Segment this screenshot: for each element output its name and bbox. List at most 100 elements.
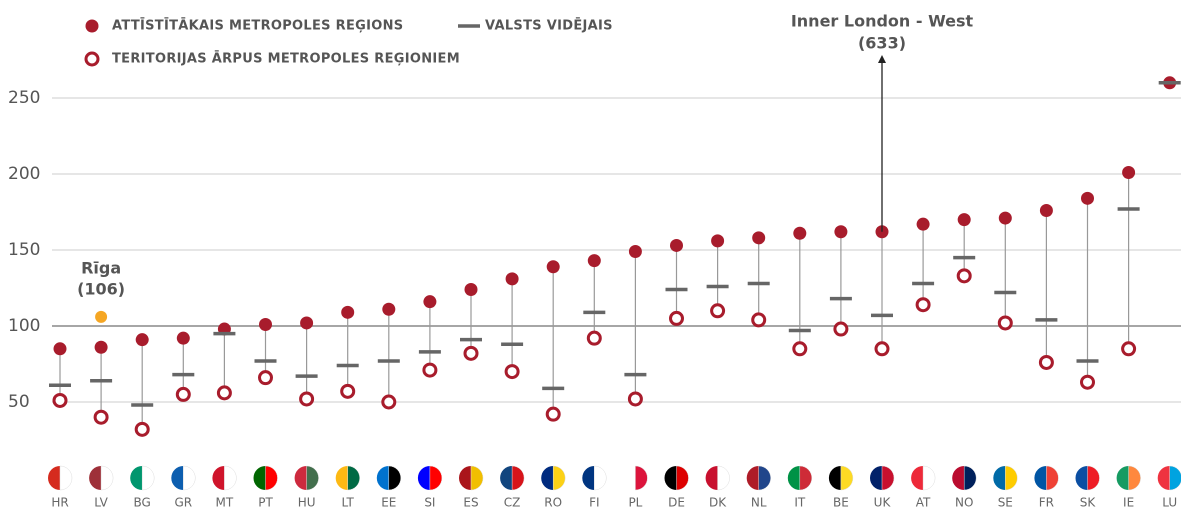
flag [828,466,841,490]
metro-dot [464,283,478,297]
flag [881,465,895,491]
x-tick-label: BE [833,496,849,510]
annotation-value: (633) [858,34,906,53]
annotation-value: (106) [77,279,125,298]
flag [952,466,965,490]
metro-dot [300,316,314,330]
annotation-title: Rīga [81,258,121,277]
metro-dot [834,225,848,239]
flag [183,465,196,491]
outside-ring [381,394,397,410]
metro-dot [998,211,1012,225]
flag [922,465,936,491]
x-tick-label: SK [1080,496,1097,510]
outside-ring [997,315,1013,331]
x-tick-label: AT [916,496,931,510]
metro-dot [53,342,67,356]
flag [594,465,607,491]
flag [100,465,114,491]
outside-ring [710,303,726,319]
legend-marker [84,51,100,67]
flag [130,466,143,490]
flag [1157,466,1170,490]
flag [1005,465,1018,491]
x-tick-label: MT [216,496,234,510]
metro-dot [546,260,560,274]
metro-dot [670,238,683,252]
y-tick-label: 150 [8,240,40,260]
outside-ring [833,321,849,337]
x-tick-label: HU [298,496,316,510]
outside-ring [792,341,808,357]
legend-marker [85,19,99,33]
flag [347,465,360,491]
x-tick-label: HR [51,496,68,510]
outside-ring [52,392,68,408]
flag [1169,465,1181,491]
x-tick-label: DK [709,496,727,510]
metro-dot [382,302,396,316]
flag [705,466,718,490]
metro-dot [94,340,108,354]
metro-dot [628,245,642,259]
flag [265,465,278,491]
highlight-dot [95,310,108,323]
flag [141,465,155,491]
outside-ring [915,297,931,313]
annotation-title: Inner London - West [791,12,974,31]
flag [911,466,924,490]
metro-dot [505,272,519,286]
legend-label: TERITORIJAS ĀRPUS METROPOLES REĢIONIEM [112,52,460,67]
outside-ring [1080,374,1095,390]
x-tick-label: CZ [504,496,521,510]
metro-dot [341,305,355,319]
outside-ring [669,310,684,326]
y-tick-label: 100 [8,316,40,336]
flag [294,466,307,490]
flag [388,465,402,491]
x-tick-label: NO [955,496,973,510]
metro-dot [1122,165,1136,179]
flag [676,465,689,491]
flag [552,465,566,491]
flag [459,466,471,490]
x-tick-label: LV [94,496,108,510]
flag [253,466,266,490]
x-tick-label: RO [544,496,562,510]
metro-dot [1039,203,1053,217]
flag [212,466,225,490]
x-tick-label: BG [134,496,151,510]
x-tick-label: FI [589,496,599,510]
flag [758,465,771,491]
outside-ring [545,406,561,422]
x-tick-label: PL [628,496,642,510]
outside-ring [299,391,315,407]
flag [963,465,977,491]
flag [335,466,348,490]
metro-dot [176,331,190,345]
outside-ring [463,345,479,361]
flag [511,465,525,491]
flag [582,466,595,490]
x-tick-label: GR [174,496,192,510]
outside-ring [504,364,520,380]
x-tick-label: EE [381,496,396,510]
outside-ring [1121,341,1137,357]
metro-dot [711,234,725,248]
flag [306,465,319,491]
flag [993,466,1006,490]
flag [224,465,237,491]
flag [664,466,677,490]
outside-ring [1038,354,1054,370]
outside-ring [134,421,150,437]
flag [1034,466,1047,490]
x-tick-label: SI [424,496,435,510]
outside-ring [422,362,438,378]
legend-label: ATTĪSTĪTĀKAIS METROPOLES REĢIONS [112,19,403,34]
metro-dot [916,217,930,231]
flag [840,465,854,491]
legend-label: VALSTS VIDĒJAIS [485,19,613,34]
x-tick-label: LU [1162,496,1177,510]
x-tick-label: DE [668,496,685,510]
